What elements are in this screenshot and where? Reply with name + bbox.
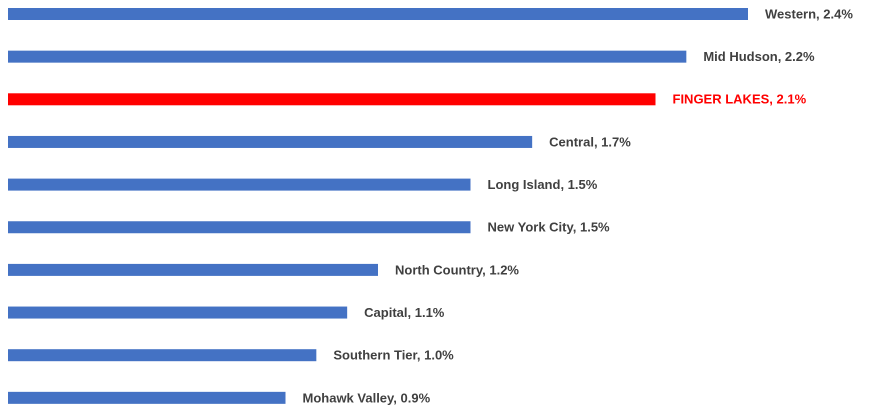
data-label: Mohawk Valley, 0.9% xyxy=(303,390,431,405)
bar xyxy=(8,391,286,404)
bar xyxy=(8,263,378,276)
data-label: Long Island, 1.5% xyxy=(488,177,598,192)
bar xyxy=(8,93,656,106)
bar xyxy=(8,221,471,234)
data-label: Mid Hudson, 2.2% xyxy=(703,49,815,64)
bar xyxy=(8,135,533,148)
bar xyxy=(8,306,348,319)
bar xyxy=(8,50,687,63)
data-label: Western, 2.4% xyxy=(765,6,853,21)
data-label: Capital, 1.1% xyxy=(364,305,445,320)
data-label: FINGER LAKES, 2.1% xyxy=(673,92,807,107)
bar xyxy=(8,8,748,20)
data-label: North Country, 1.2% xyxy=(395,262,519,277)
bar xyxy=(8,178,471,191)
bar xyxy=(8,349,317,362)
data-label: Central, 1.7% xyxy=(549,134,631,149)
data-label: Southern Tier, 1.0% xyxy=(333,348,454,363)
data-label: New York City, 1.5% xyxy=(488,220,611,235)
